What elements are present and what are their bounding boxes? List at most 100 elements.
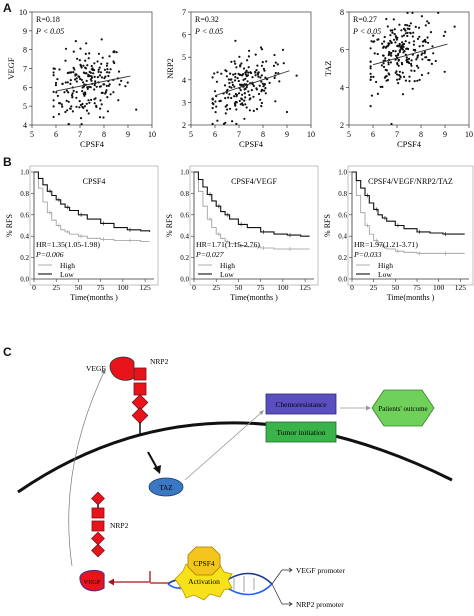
data-point [417, 26, 421, 29]
cpsf4-node [187, 546, 221, 576]
data-point [85, 109, 89, 112]
km-curve-low [194, 171, 310, 237]
data-point [264, 92, 267, 95]
data-point [381, 85, 384, 88]
data-point [432, 52, 435, 55]
data-point [437, 11, 440, 14]
data-point [93, 62, 96, 65]
x-tick-label: 7 [237, 130, 241, 139]
y-tick-label: 0.4 [338, 233, 347, 241]
data-point [211, 98, 214, 101]
x-tick-label: 5 [189, 130, 193, 139]
data-point [404, 40, 407, 43]
data-point [97, 70, 100, 73]
data-point [410, 59, 413, 62]
data-point [260, 74, 263, 77]
data-point [85, 79, 88, 82]
data-point [107, 84, 110, 87]
data-point [426, 20, 429, 23]
plot-frame [29, 165, 159, 286]
legend-label-low: Low [60, 270, 74, 279]
data-point [231, 81, 234, 84]
patients-outcome-label: Patients' outcome [378, 405, 427, 413]
data-point [424, 40, 427, 44]
data-point [406, 58, 409, 61]
y-tick-label: 8 [23, 46, 27, 55]
data-point [434, 59, 437, 63]
data-point [68, 71, 71, 74]
data-point [380, 64, 383, 67]
data-point [91, 67, 94, 70]
data-point [386, 25, 389, 28]
km-plot-cpsf4-vegf: 0.0 0.2 0.4 0.6 0.8 1.0 0 25 50 75 100 125 Time(mont… [165, 165, 319, 302]
data-point [256, 64, 259, 67]
data-point [401, 35, 404, 38]
data-point [234, 62, 237, 65]
data-point [224, 105, 227, 108]
data-point [261, 61, 264, 64]
data-point [401, 41, 404, 44]
data-point [89, 86, 92, 89]
data-point [402, 34, 406, 37]
data-point [429, 30, 433, 34]
data-point [88, 74, 91, 78]
chart-title: CPSF4/VEGF/NRP2/TAZ [368, 177, 453, 186]
legend-label-high: High [60, 261, 75, 270]
y-tick-label: 2 [182, 121, 186, 130]
x-axis-label: Time(months ) [70, 293, 118, 302]
data-point [108, 55, 111, 58]
data-point [418, 45, 421, 48]
data-point [211, 107, 214, 110]
data-point [56, 78, 59, 81]
x-tick-label: 8 [102, 130, 106, 139]
data-point [52, 115, 55, 119]
data-point [76, 57, 79, 60]
nrp2-receptor-bottom [91, 491, 105, 558]
data-point [106, 68, 109, 71]
data-point [385, 45, 388, 48]
data-point [379, 85, 382, 88]
data-point [227, 78, 230, 81]
data-point [234, 72, 237, 75]
plot-frame [347, 165, 474, 286]
data-point [382, 65, 386, 69]
data-point [391, 29, 394, 32]
data-point [90, 98, 93, 101]
data-point [95, 104, 98, 107]
legend-label-low: Low [378, 270, 392, 279]
data-point [52, 71, 55, 74]
y-tick-label: 2 [340, 121, 344, 130]
data-point [233, 79, 237, 82]
data-point [86, 86, 89, 89]
data-point [370, 94, 373, 97]
data-point [369, 67, 372, 70]
r-annotation: R=0.18 [36, 15, 60, 24]
data-point [105, 64, 108, 67]
data-point [382, 62, 385, 65]
x-tick-label: 7 [78, 130, 82, 139]
data-point [234, 104, 237, 107]
data-point [65, 99, 68, 102]
data-point [386, 78, 390, 82]
data-point [410, 69, 413, 72]
x-tick-label: 6 [371, 130, 375, 139]
data-point [415, 64, 419, 67]
data-point [103, 68, 106, 71]
data-point [369, 72, 372, 75]
data-point [230, 60, 233, 63]
data-point [263, 69, 266, 72]
x-tick-label: 0 [192, 283, 196, 292]
data-point [408, 80, 411, 83]
data-point [228, 107, 232, 110]
y-tick-label: 0.8 [20, 190, 29, 198]
data-point [109, 68, 112, 71]
data-point [257, 75, 260, 78]
data-point [262, 85, 265, 88]
data-point [405, 47, 408, 50]
x-tick-label: 75 [257, 283, 265, 292]
data-point [214, 100, 217, 103]
data-point [418, 78, 421, 81]
data-point [414, 25, 417, 28]
x-tick-label: 75 [413, 283, 421, 292]
